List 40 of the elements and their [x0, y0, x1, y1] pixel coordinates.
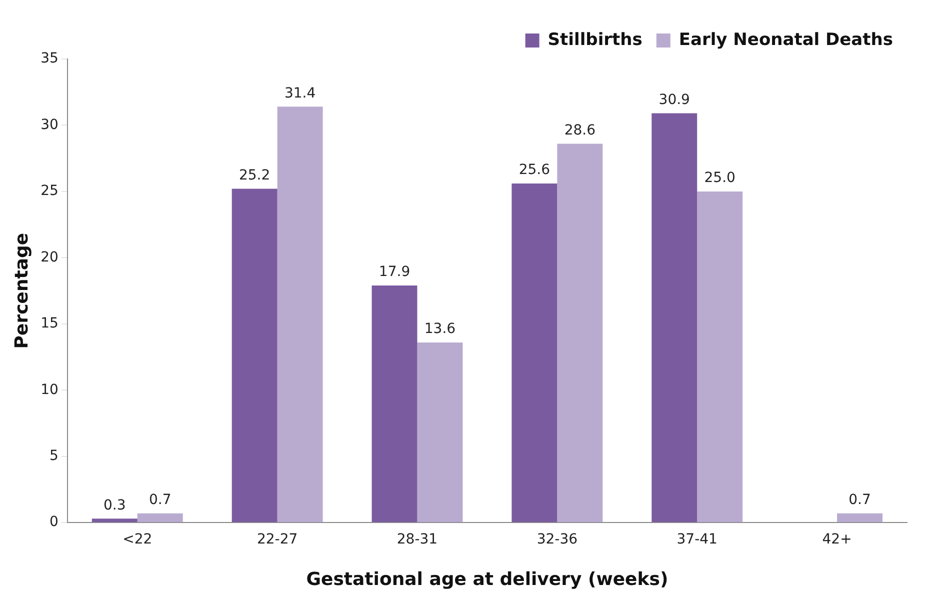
y-tick-label: 0 [49, 514, 58, 530]
y-tick-label: 10 [40, 382, 58, 398]
x-tick-label: 32-36 [536, 532, 578, 548]
data-label: 31.4 [284, 85, 316, 102]
data-label: 13.6 [424, 321, 456, 338]
bar [837, 513, 883, 522]
data-label: 17.9 [378, 264, 410, 280]
data-label: 25.6 [518, 162, 550, 178]
y-tick-label: 30 [40, 116, 58, 133]
bar [512, 184, 558, 522]
data-label: 28.6 [564, 122, 596, 138]
data-label: 30.9 [658, 92, 690, 108]
bar [92, 518, 138, 522]
y-tick-label: 35 [40, 50, 58, 67]
bar [697, 191, 743, 522]
bar [557, 144, 603, 522]
y-axis-title: Percentage [11, 232, 32, 349]
bar [652, 113, 698, 522]
y-tick-label: 5 [49, 448, 58, 464]
x-tick-label: <22 [122, 532, 152, 548]
bar [372, 286, 418, 522]
data-label: 25.2 [238, 167, 270, 184]
data-label: 0.7 [148, 492, 172, 508]
legend-label: Stillbirths [548, 30, 642, 50]
bar [232, 188, 278, 522]
x-tick-label: 22-27 [256, 532, 298, 548]
x-tick-label: 42+ [822, 532, 852, 548]
x-axis-title: Gestational age at delivery (weeks) [306, 568, 668, 590]
data-label: 0.7 [848, 492, 871, 508]
bar [137, 513, 183, 522]
data-label: 0.3 [104, 497, 126, 514]
y-tick-label: 20 [40, 249, 58, 266]
y-tick-label: 25 [40, 183, 58, 200]
y-tick-label: 15 [40, 316, 58, 332]
data-label: 25.0 [704, 170, 736, 186]
x-tick-label: 28-31 [396, 532, 438, 548]
legend-label: Early Neonatal Deaths [678, 30, 894, 50]
bar [417, 342, 463, 522]
x-tick-label: 37-41 [676, 532, 718, 548]
bar [277, 106, 323, 522]
